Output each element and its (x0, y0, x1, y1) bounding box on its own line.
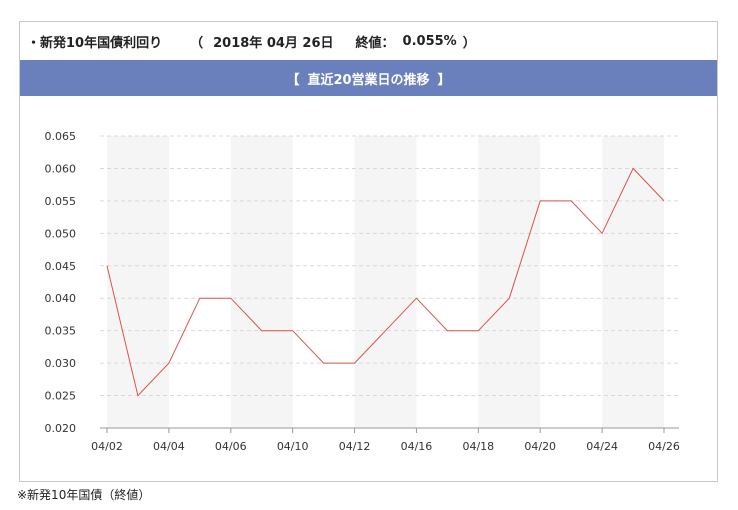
yield-summary: ・新発10年国債利回り （ 2018年 04月 26日 終値： 0.055% ） (20, 22, 717, 60)
y-tick-label: 0.025 (45, 390, 77, 403)
close-paren: ） (462, 35, 476, 51)
plot-band (107, 136, 169, 428)
data-point (137, 395, 139, 397)
y-tick-label: 0.035 (45, 325, 77, 338)
title-close-bracket: 】 (437, 72, 451, 88)
title-open-bracket: 【 (286, 72, 300, 88)
plot-band (354, 136, 417, 428)
x-tick-label: 04/18 (462, 440, 494, 453)
data-point (508, 297, 510, 299)
yield-series-line (106, 167, 665, 397)
data-point (106, 265, 108, 267)
close-value: 0.055% (402, 33, 457, 49)
plot-band (478, 136, 541, 428)
close-date: 2018年 04月 26日 (213, 35, 334, 51)
x-tick-label: 04/26 (648, 440, 680, 453)
y-tick-label: 0.030 (45, 357, 77, 370)
data-point (199, 297, 201, 299)
open-paren: （ (190, 35, 204, 51)
x-tick-label: 04/04 (153, 440, 185, 453)
bond-name: ・新発10年国債利回り (27, 35, 163, 51)
chart-title-banner: 【 直近20営業日の推移 】 (20, 60, 717, 96)
y-tick-label: 0.055 (45, 195, 77, 208)
y-tick-label: 0.020 (45, 422, 77, 435)
close-label: 終値： (355, 35, 395, 51)
x-tick-label: 04/10 (277, 440, 309, 453)
data-point (292, 330, 294, 332)
data-point (354, 362, 356, 364)
y-tick-label: 0.060 (45, 162, 77, 175)
data-point (168, 362, 170, 364)
x-tick-label: 04/24 (586, 440, 618, 453)
data-point (446, 330, 448, 332)
data-point (539, 200, 541, 202)
x-tick-label: 04/12 (339, 440, 371, 453)
x-tick-label: 04/16 (401, 440, 433, 453)
data-point (477, 330, 479, 332)
plot-band (602, 136, 664, 428)
y-tick-label: 0.040 (45, 292, 77, 305)
x-tick-label: 04/06 (215, 440, 247, 453)
x-tick-label: 04/20 (524, 440, 556, 453)
chart-title: 直近20営業日の推移 (307, 72, 430, 88)
data-point (261, 330, 263, 332)
data-point (415, 297, 417, 299)
data-point (663, 200, 665, 202)
x-tick-label: 04/02 (91, 440, 123, 453)
footnote: ※新発10年国債（終値） (17, 488, 151, 502)
data-point (570, 200, 572, 202)
y-tick-label: 0.065 (45, 130, 77, 143)
data-point (601, 232, 603, 234)
data-point (632, 167, 634, 169)
data-point (323, 362, 325, 364)
plot-band (230, 136, 293, 428)
data-point (230, 297, 232, 299)
y-tick-label: 0.045 (45, 260, 77, 273)
data-point (385, 330, 387, 332)
y-tick-label: 0.050 (45, 227, 77, 240)
